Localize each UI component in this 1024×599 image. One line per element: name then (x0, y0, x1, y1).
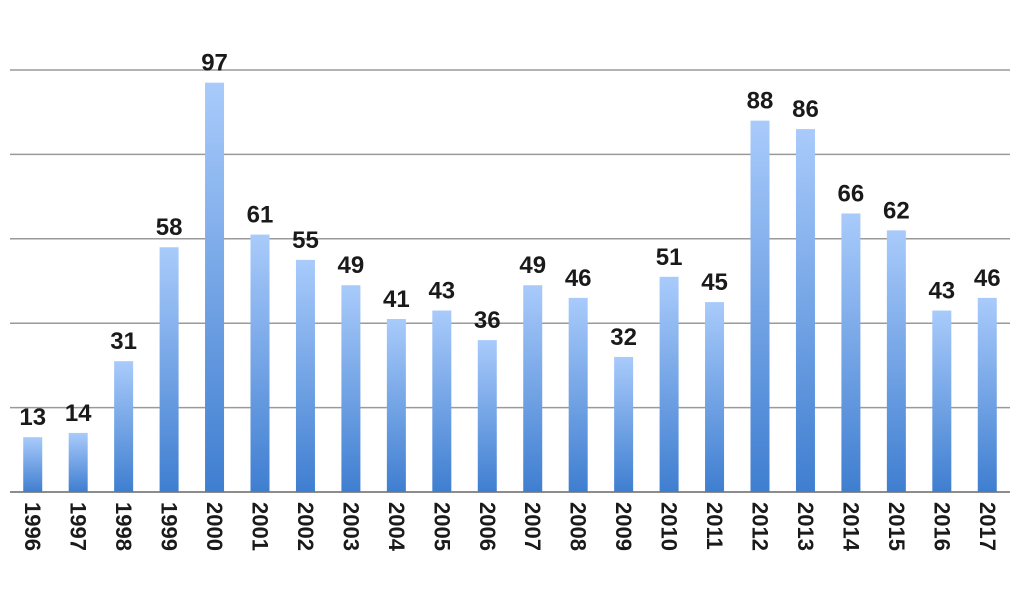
bar-2005 (432, 310, 452, 492)
data-label-1998: 31 (110, 328, 137, 355)
bar-2000 (205, 82, 225, 492)
data-label-2015: 62 (883, 197, 910, 224)
bar-2004 (386, 318, 406, 492)
data-label-2014: 66 (838, 180, 865, 207)
data-label-2003: 49 (338, 252, 365, 279)
bar-1996 (23, 437, 43, 492)
x-tick-label-2013: 2013 (793, 502, 818, 551)
bar-2001 (250, 234, 270, 492)
x-tick-label-1997: 1997 (66, 502, 91, 551)
data-label-2002: 55 (292, 227, 319, 254)
x-tick-label-2017: 2017 (975, 502, 1000, 551)
bar-2009 (614, 356, 634, 492)
x-tick-label-1998: 1998 (111, 502, 136, 551)
data-label-2006: 36 (474, 307, 501, 334)
x-tick-label-2004: 2004 (384, 502, 409, 552)
bar-2015 (886, 230, 906, 493)
x-tick-label-2015: 2015 (884, 502, 909, 551)
x-tick-label-2001: 2001 (248, 502, 273, 551)
data-label-1996: 13 (19, 404, 46, 431)
x-tick-label-2014: 2014 (838, 502, 863, 552)
bar-2013 (795, 129, 815, 492)
bar-2017 (977, 297, 997, 492)
x-tick-label-1999: 1999 (157, 502, 182, 551)
data-label-2016: 43 (928, 278, 955, 305)
data-label-1999: 58 (156, 214, 183, 241)
data-label-2013: 86 (792, 96, 819, 123)
data-label-2000: 97 (201, 50, 228, 77)
bar-1999 (159, 247, 179, 492)
x-tick-label-2002: 2002 (293, 502, 318, 551)
x-tick-label-2000: 2000 (202, 502, 227, 551)
x-tick-label-2008: 2008 (566, 502, 591, 551)
bar-2011 (705, 302, 725, 492)
x-tick-label-2016: 2016 (929, 502, 954, 551)
data-label-2011: 45 (701, 269, 728, 296)
data-label-2009: 32 (610, 324, 637, 351)
bar-1997 (68, 432, 88, 492)
bar-2003 (341, 285, 361, 492)
bar-2016 (932, 310, 952, 492)
data-label-2010: 51 (656, 244, 683, 271)
bar-2007 (523, 285, 543, 492)
x-tick-label-2011: 2011 (702, 502, 727, 550)
bar-2010 (659, 276, 679, 492)
data-label-2007: 49 (519, 252, 546, 279)
data-label-1997: 14 (65, 400, 92, 427)
x-tick-label-2003: 2003 (338, 502, 363, 551)
bars (23, 82, 997, 493)
x-tick-label-2009: 2009 (611, 502, 636, 551)
x-tick-label-2005: 2005 (429, 502, 454, 551)
x-tick-labels: 1996 1997 1998 1999 2000 2001 2002 2003 2004 2005… (20, 502, 1000, 552)
x-tick-label-2007: 2007 (520, 502, 545, 551)
data-label-2001: 61 (247, 202, 274, 229)
data-label-2012: 88 (747, 88, 774, 115)
bar-2002 (295, 259, 315, 492)
bar-1998 (114, 361, 134, 492)
data-label-2008: 46 (565, 265, 592, 292)
x-tick-label-1996: 1996 (20, 502, 45, 551)
x-tick-label-2010: 2010 (657, 502, 682, 551)
bar-2012 (750, 120, 770, 492)
bar-2008 (568, 297, 588, 492)
data-label-2017: 46 (974, 265, 1001, 292)
bar-2014 (841, 213, 861, 493)
data-label-2005: 43 (428, 278, 455, 305)
data-labels: 13 14 31 58 97 61 55 49 41 43 36 49 46 32 51 45 88 86 66 62… (19, 50, 1000, 431)
data-label-2004: 41 (383, 286, 410, 313)
x-tick-label-2012: 2012 (748, 502, 773, 551)
x-tick-label-2006: 2006 (475, 502, 500, 551)
bar-2006 (477, 340, 497, 492)
